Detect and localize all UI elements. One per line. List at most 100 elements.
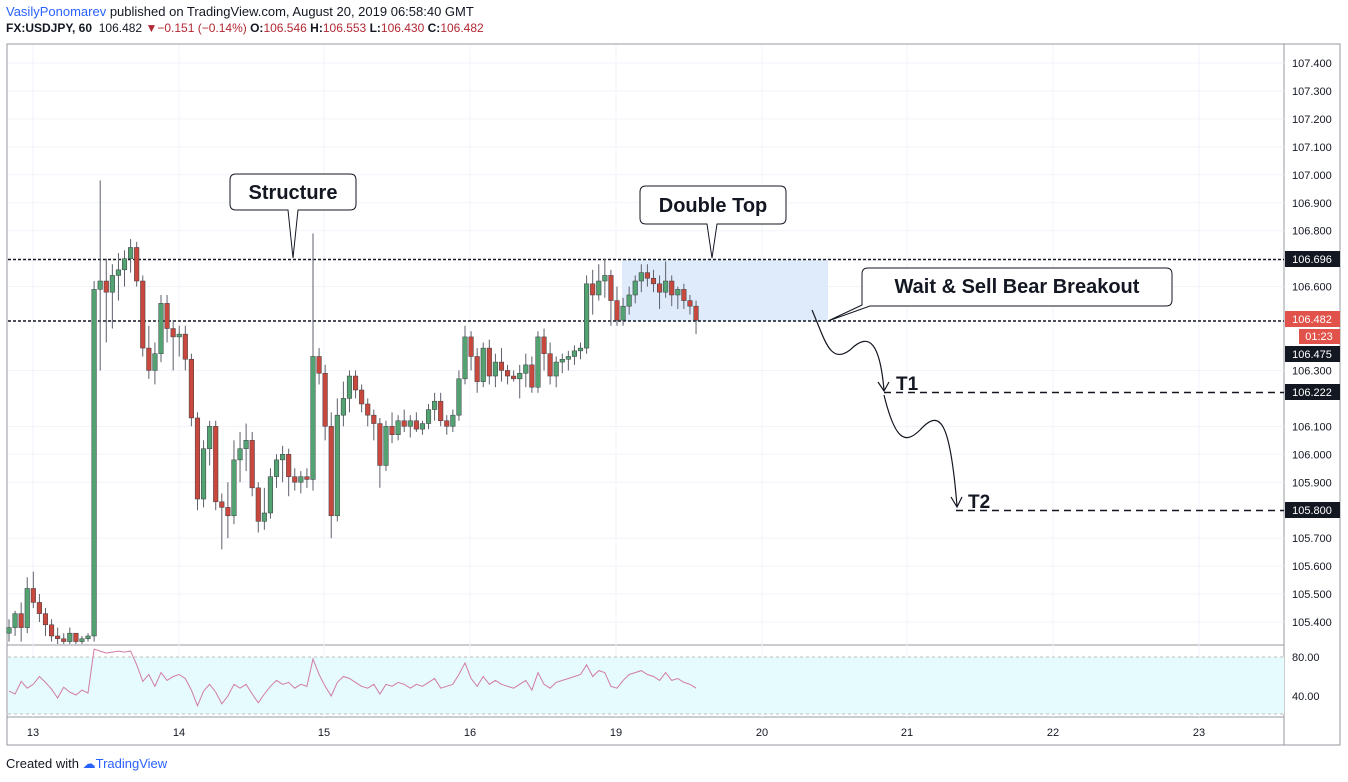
- candle: [237, 431, 243, 483]
- candle: [644, 264, 650, 287]
- candle: [535, 331, 541, 393]
- candle: [590, 269, 596, 315]
- rsi-band: [8, 657, 1284, 714]
- candle: [407, 415, 413, 438]
- candle: [462, 325, 468, 385]
- down-triangle-icon: ▼: [145, 21, 158, 35]
- structure-label: Structure: [249, 182, 338, 204]
- candle: [121, 250, 128, 287]
- low-value: 106.430: [380, 21, 425, 35]
- candle: [30, 571, 36, 609]
- tradingview-brand-link[interactable]: TradingView: [95, 756, 168, 771]
- candle: [340, 381, 346, 427]
- author-link[interactable]: VasilyPonomarev: [6, 4, 107, 19]
- rsi-line: [8, 648, 697, 708]
- candle: [79, 635, 85, 644]
- time-tick-label: 19: [610, 727, 622, 739]
- wait-sell-label: Wait & Sell Bear Breakout: [895, 276, 1140, 298]
- price-tick-label: 106.100: [1292, 421, 1332, 433]
- time-axis[interactable]: 13 14 15 16 19 20 21 22 23: [27, 727, 1205, 739]
- double-top-callout[interactable]: Double Top: [639, 185, 787, 259]
- price-tick-label: 107.400: [1292, 58, 1332, 70]
- rsi-tick-label: 80.00: [1292, 652, 1320, 664]
- wait-sell-callout[interactable]: Wait & Sell Bear Breakout: [827, 267, 1173, 322]
- candle: [584, 275, 590, 354]
- svg-text:106.475: 106.475: [1292, 349, 1332, 361]
- published-text: published on TradingView.com, August 20,…: [106, 4, 474, 19]
- bar-countdown: 01:23: [1305, 331, 1333, 343]
- candle: [6, 619, 12, 642]
- projection-arrow-2: [950, 496, 963, 509]
- candle: [553, 356, 559, 388]
- candle: [608, 269, 614, 326]
- candle: [456, 370, 462, 421]
- projection-path-2: [883, 394, 958, 507]
- candle: [91, 281, 97, 642]
- price-tag-t1: 106.222: [1285, 384, 1340, 400]
- candle: [225, 482, 231, 539]
- time-tick-label: 20: [756, 727, 768, 739]
- candle: [322, 364, 328, 441]
- svg-text:106.482: 106.482: [1292, 314, 1332, 326]
- candle: [67, 627, 73, 644]
- candle: [450, 409, 456, 432]
- time-tick-label: 13: [27, 727, 39, 739]
- svg-text:106.222: 106.222: [1292, 387, 1332, 399]
- price-tick-label: 106.800: [1292, 226, 1332, 238]
- structure-callout[interactable]: Structure: [229, 173, 357, 259]
- price-axis[interactable]: 107.400 107.300 107.200 107.100 107.000 106.9…: [1292, 58, 1332, 629]
- candle: [61, 633, 67, 644]
- candle: [377, 417, 383, 488]
- candles: [6, 180, 699, 644]
- change-value: −0.151 (−0.14%): [157, 21, 247, 35]
- candle: [140, 275, 146, 357]
- candle: [170, 320, 176, 371]
- candle: [249, 431, 255, 497]
- candle: [432, 392, 438, 421]
- svg-text:105.800: 105.800: [1292, 505, 1332, 517]
- candle: [681, 283, 687, 309]
- projection-path-1: [811, 309, 885, 391]
- candle: [675, 286, 681, 309]
- candle: [359, 384, 365, 413]
- candle: [577, 342, 584, 360]
- ohlc-line: FX:USDJPY, 60 106.482 ▼−0.151 (−0.14%) O…: [6, 20, 484, 36]
- candle: [669, 275, 675, 307]
- price-tick-label: 105.900: [1292, 477, 1332, 489]
- price-tick-label: 106.000: [1292, 449, 1332, 461]
- candle: [547, 342, 553, 385]
- candle: [18, 602, 24, 642]
- candle: [541, 328, 547, 371]
- price-tag-resistance: 106.696: [1285, 251, 1340, 267]
- candle: [596, 264, 602, 301]
- candle: [425, 403, 432, 430]
- candle: [73, 632, 79, 644]
- candle: [304, 468, 310, 488]
- footer: Created with ☁TradingView: [6, 756, 167, 772]
- candle: [687, 294, 693, 315]
- candle: [280, 445, 286, 483]
- grid-lines: [8, 45, 1284, 717]
- time-tick-label: 16: [464, 727, 476, 739]
- low-label: L:: [369, 21, 381, 35]
- price-tick-label: 105.700: [1292, 533, 1332, 545]
- candle: [523, 353, 529, 388]
- candle: [413, 412, 419, 432]
- chart-frame: [6, 43, 1341, 746]
- tradingview-logo-icon: ☁: [82, 756, 96, 771]
- time-tick-label: 23: [1193, 727, 1205, 739]
- candle: [146, 325, 152, 379]
- candle: [97, 180, 103, 371]
- price-tag-t2: 105.800: [1285, 502, 1340, 518]
- chart-header: VasilyPonomarev published on TradingView…: [6, 4, 484, 36]
- price-tick-label: 107.000: [1292, 170, 1332, 182]
- price-tick-label: 105.600: [1292, 561, 1332, 573]
- price-tag-support: 106.475: [1285, 346, 1340, 362]
- candle: [24, 577, 30, 634]
- candle: [213, 420, 219, 511]
- candle: [486, 339, 492, 385]
- projection-arrow-1: [877, 381, 890, 393]
- candle: [693, 300, 699, 335]
- double-top-zone[interactable]: [622, 260, 828, 321]
